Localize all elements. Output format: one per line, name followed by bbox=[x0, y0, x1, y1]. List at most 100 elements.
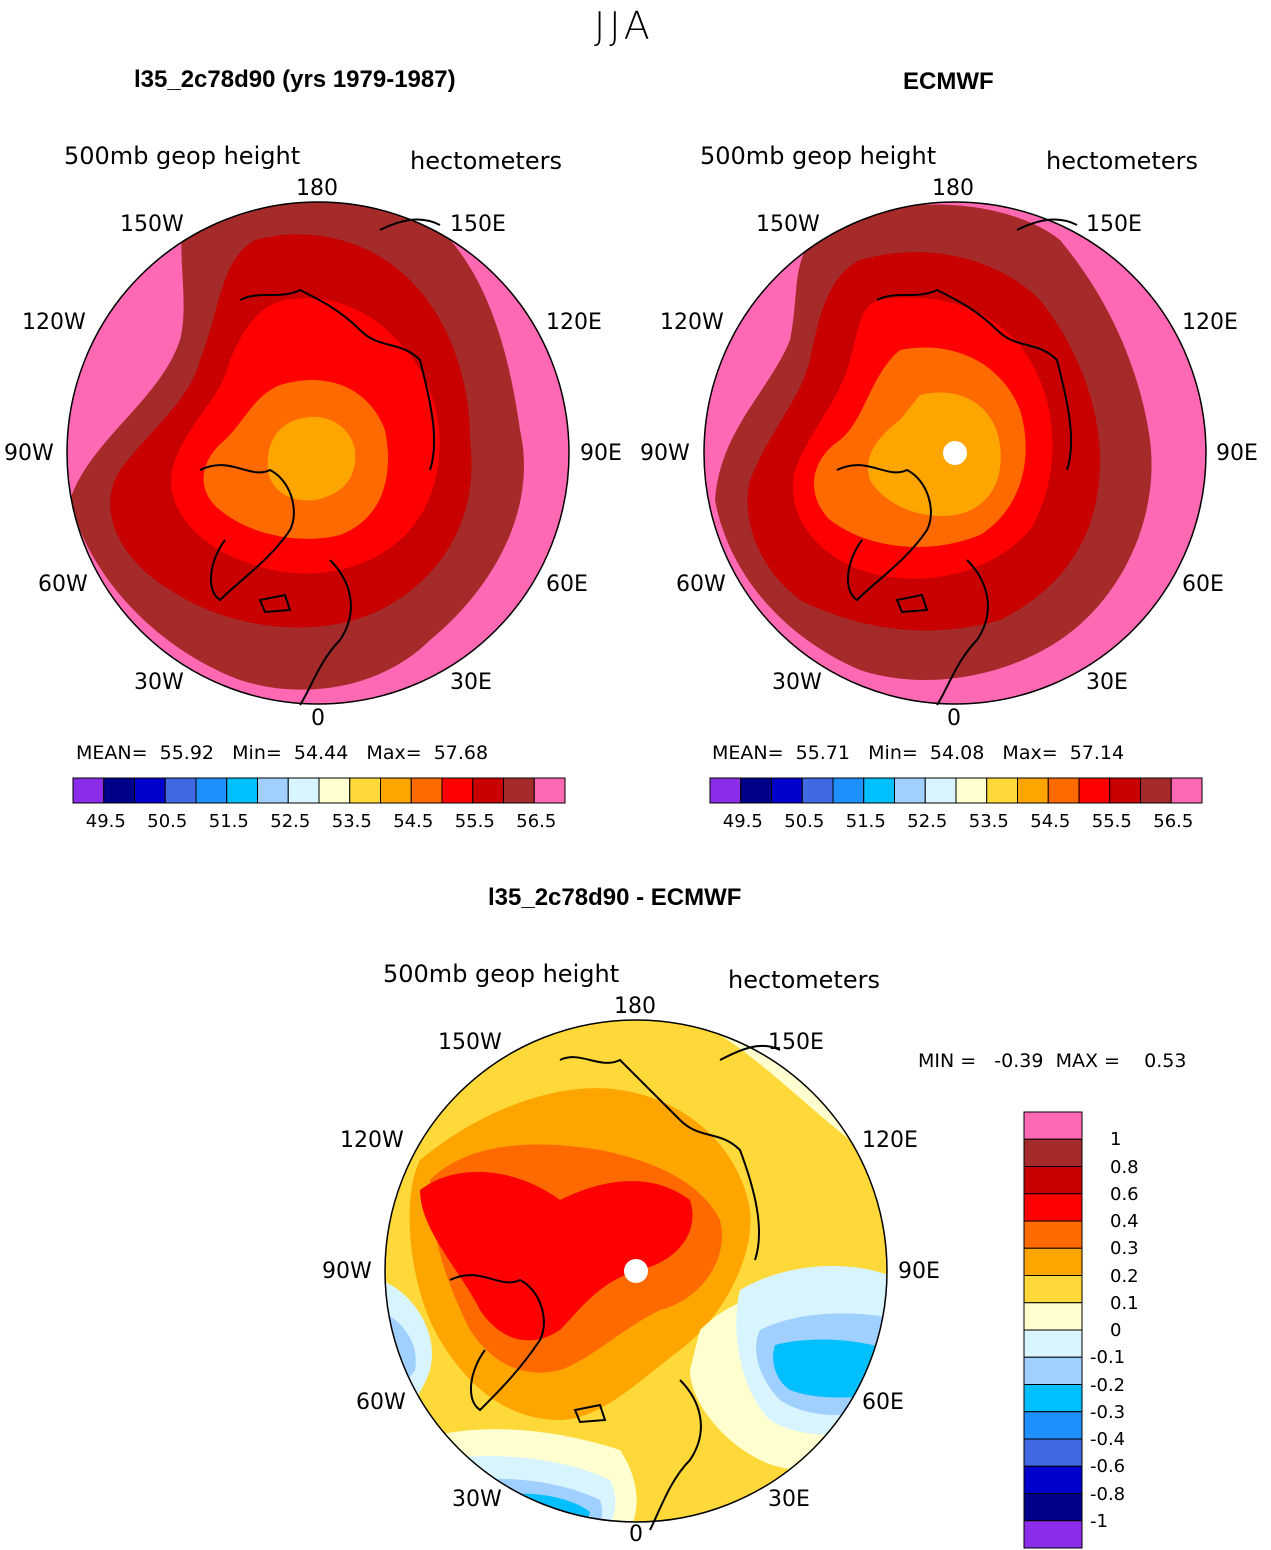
colorbar-tick-label: 0.1 bbox=[1110, 1292, 1139, 1314]
lon-label-120w: 120W bbox=[340, 1128, 404, 1153]
contour-fill bbox=[310, 445, 326, 461]
map-border-obs bbox=[703, 201, 1207, 705]
variable-label-model: 500mb geop height bbox=[64, 142, 301, 170]
lon-label-150e: 150E bbox=[450, 212, 506, 237]
lon-label-120e: 120E bbox=[1182, 310, 1238, 335]
lon-label-60e: 60E bbox=[862, 1390, 904, 1415]
variable-label-diff: 500mb geop height bbox=[383, 960, 620, 988]
contour-fill bbox=[773, 1339, 887, 1398]
colorbar-tick-label: -0.1 bbox=[1090, 1347, 1126, 1369]
colorbar-swatch bbox=[195, 777, 228, 804]
units-label-obs: hectometers bbox=[1046, 147, 1198, 175]
colorbar-swatch bbox=[894, 777, 926, 804]
min-label: Min= bbox=[868, 742, 918, 764]
colorbar-tick-label: 52.5 bbox=[907, 811, 948, 832]
lon-label-60e: 60E bbox=[1182, 572, 1224, 597]
colorbar-swatch bbox=[164, 777, 197, 804]
colorbar-swatch bbox=[1109, 777, 1141, 804]
pole-marker bbox=[624, 1259, 648, 1283]
lon-label-90e: 90E bbox=[898, 1259, 940, 1284]
colorbar-swatch bbox=[1023, 1384, 1083, 1413]
lon-label-90w: 90W bbox=[4, 441, 54, 466]
contour-fill bbox=[868, 392, 1001, 516]
colorbar-swatch bbox=[1023, 1302, 1083, 1331]
colorbar-swatch bbox=[1023, 1111, 1083, 1140]
lon-label-180: 180 bbox=[932, 176, 974, 201]
max-value: 57.68 bbox=[433, 742, 489, 764]
colorbar-tick-label: 0.3 bbox=[1110, 1238, 1139, 1260]
lon-label-0: 0 bbox=[629, 1522, 643, 1547]
pole-marker bbox=[943, 441, 967, 465]
lon-label-150e: 150E bbox=[1086, 212, 1142, 237]
map-border-diff bbox=[384, 1019, 888, 1523]
colorbar-tick-label: 53.5 bbox=[968, 811, 1009, 832]
colorbar-tick-label: 0.6 bbox=[1110, 1183, 1139, 1205]
colorbar-tick-label: 50.5 bbox=[784, 811, 825, 832]
colorbar-swatch bbox=[986, 777, 1018, 804]
colorbar-tick-label: 56.5 bbox=[1153, 811, 1194, 832]
lon-label-30w: 30W bbox=[772, 670, 822, 695]
colorbar-tick-label: -0.4 bbox=[1090, 1429, 1126, 1450]
lon-label-30w: 30W bbox=[134, 670, 184, 695]
colorbar-swatch bbox=[72, 777, 105, 804]
lon-label-150e: 150E bbox=[768, 1030, 824, 1055]
map-border-model bbox=[66, 201, 570, 705]
stats-line-diff: MIN = -0.39 MAX = 0.53 bbox=[918, 1050, 1186, 1072]
colorbar-tick-label: 54.5 bbox=[1030, 811, 1071, 832]
colorbar-swatch bbox=[771, 777, 803, 804]
coastlines-model bbox=[199, 218, 441, 706]
lon-label-30e: 30E bbox=[768, 1487, 810, 1512]
colorbar-swatch bbox=[1140, 777, 1172, 804]
colorbar-swatch bbox=[709, 777, 742, 804]
colorbar-swatch bbox=[1023, 1138, 1083, 1167]
colorbar-tick-label: 54.5 bbox=[393, 811, 434, 832]
colorbar-swatch bbox=[1023, 1520, 1083, 1549]
colorbar-swatch bbox=[1023, 1275, 1083, 1304]
map-model bbox=[67, 202, 569, 704]
stats-line-model: MEAN= 55.92 Min= 54.44 Max= 57.68 bbox=[76, 742, 488, 764]
lon-label-90e: 90E bbox=[1216, 441, 1258, 466]
colorbar-tick-label: -0.2 bbox=[1090, 1374, 1126, 1396]
max-label: Max= bbox=[366, 742, 422, 764]
colorbar-swatch bbox=[380, 777, 412, 804]
colorbar-swatch bbox=[1023, 1493, 1083, 1522]
colorbar-tick-label: -0.8 bbox=[1090, 1483, 1126, 1505]
max-value: 0.53 bbox=[1144, 1050, 1187, 1072]
lon-label-150w: 150W bbox=[438, 1030, 502, 1055]
min-value: 54.44 bbox=[293, 742, 349, 764]
lon-label-30e: 30E bbox=[450, 670, 492, 695]
map-obs bbox=[704, 202, 1206, 704]
max-label: Max= bbox=[1002, 742, 1058, 764]
colorbar-tick-label: 52.5 bbox=[270, 811, 311, 832]
colorbar-tick-label: 53.5 bbox=[331, 811, 372, 832]
colorbar-swatch bbox=[472, 777, 504, 804]
colorbar-tick-label: 55.5 bbox=[1091, 811, 1132, 832]
colorbar-swatch bbox=[1078, 777, 1111, 804]
colorbar-tick-label: 51.5 bbox=[208, 811, 249, 832]
lon-label-60w: 60W bbox=[676, 572, 726, 597]
units-label-model: hectometers bbox=[410, 147, 562, 175]
variable-label-obs: 500mb geop height bbox=[700, 142, 937, 170]
colorbar-swatch bbox=[955, 777, 988, 804]
map-diff bbox=[385, 1020, 887, 1522]
mean-label: MEAN= bbox=[712, 742, 784, 764]
lon-label-120w: 120W bbox=[22, 310, 86, 335]
colorbar-swatch bbox=[441, 777, 474, 804]
colorbar-swatch bbox=[1023, 1193, 1083, 1222]
panel-title-model: l35_2c78d90 (yrs 1979-1987) bbox=[134, 66, 456, 93]
colorbar-swatch bbox=[801, 777, 834, 804]
colorbar-tick-label: 56.5 bbox=[516, 811, 557, 832]
lon-label-150w: 150W bbox=[756, 212, 820, 237]
colorbar-swatch bbox=[1023, 1356, 1083, 1385]
colorbar-swatch bbox=[740, 777, 772, 804]
units-label-diff: hectometers bbox=[728, 966, 880, 994]
colorbar-swatch bbox=[1023, 1220, 1083, 1249]
colorbar-swatch bbox=[863, 777, 895, 804]
colorbar-swatch bbox=[1047, 777, 1080, 804]
lon-label-180: 180 bbox=[296, 176, 338, 201]
panel-title-diff: l35_2c78d90 - ECMWF bbox=[488, 884, 742, 911]
lon-label-60w: 60W bbox=[356, 1390, 406, 1415]
colorbar-swatch bbox=[287, 777, 320, 804]
min-value: 54.08 bbox=[929, 742, 985, 764]
colorbar-swatch bbox=[226, 777, 258, 804]
